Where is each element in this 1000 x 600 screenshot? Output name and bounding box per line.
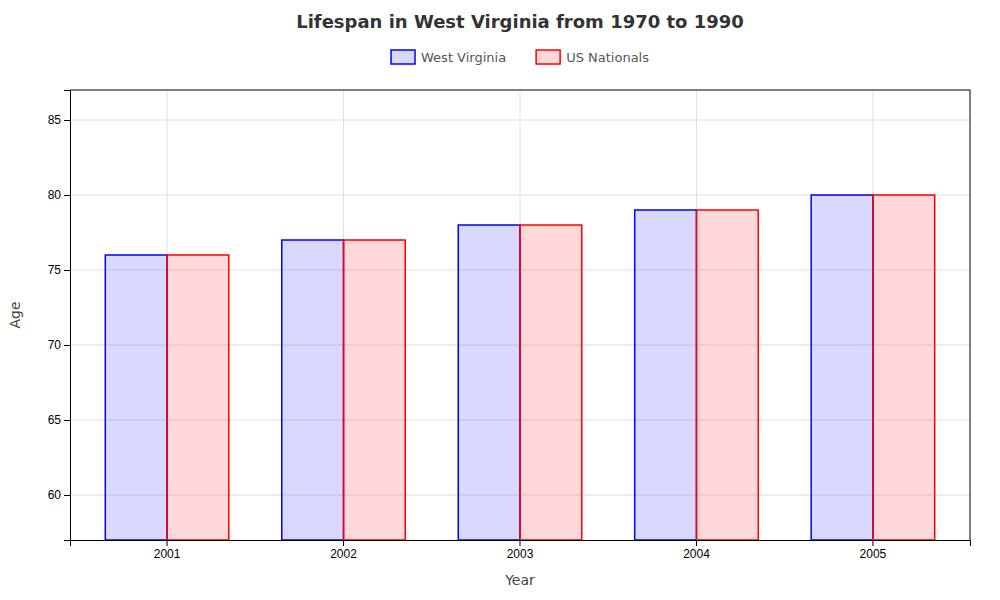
chart-svg: 60 65 70 75 80 85 2001 2002 2003 2004 2005 Lifespan… bbox=[0, 0, 1000, 600]
bar bbox=[282, 240, 344, 540]
x-axis: 2001 2002 2003 2004 2005 bbox=[71, 540, 971, 561]
bar bbox=[811, 195, 873, 540]
bars bbox=[105, 195, 934, 540]
x-tick: 2002 bbox=[330, 540, 357, 561]
y-tick: 80 bbox=[48, 188, 70, 202]
legend-swatch bbox=[536, 50, 560, 64]
y-tick: 65 bbox=[48, 413, 70, 427]
y-tick-label: 80 bbox=[48, 188, 62, 202]
x-tick-label: 2003 bbox=[507, 547, 534, 561]
x-tick-mark bbox=[872, 540, 873, 546]
frame-line bbox=[70, 90, 970, 91]
y-tick: 75 bbox=[48, 263, 70, 277]
bar bbox=[458, 225, 520, 540]
bar-series bbox=[105, 195, 873, 540]
x-tick: 2003 bbox=[507, 540, 534, 561]
frame-line bbox=[970, 90, 971, 540]
legend-item: US Nationals bbox=[536, 50, 649, 65]
title: Lifespan in West Virginia from 1970 to 1… bbox=[296, 11, 744, 32]
y-axis: 60 65 70 75 80 85 bbox=[48, 91, 71, 541]
y-tick-label: 65 bbox=[48, 413, 62, 427]
x-tick-label: 2001 bbox=[154, 547, 181, 561]
x-tick-mark bbox=[520, 540, 521, 546]
bar bbox=[635, 210, 697, 540]
y-tick-mark bbox=[64, 195, 70, 196]
bar bbox=[167, 255, 229, 540]
legend-item: West Virginia bbox=[391, 50, 506, 65]
y-tick-label: 85 bbox=[48, 113, 62, 127]
x-tick-mark bbox=[167, 540, 168, 546]
y-tick: 60 bbox=[48, 488, 70, 502]
bar-series bbox=[167, 195, 935, 540]
y-tick: 70 bbox=[48, 338, 70, 352]
y-tick-mark bbox=[64, 420, 70, 421]
y-tick-mark bbox=[64, 345, 70, 346]
legend-swatch bbox=[391, 50, 415, 64]
bar bbox=[696, 210, 758, 540]
x-tick: 2004 bbox=[683, 540, 710, 561]
bar bbox=[520, 225, 582, 540]
y-tick-mark bbox=[64, 270, 70, 271]
y-tick: 85 bbox=[48, 113, 70, 127]
x-tick-label: 2005 bbox=[860, 547, 887, 561]
grid bbox=[70, 90, 970, 540]
plot-area: 60 65 70 75 80 85 2001 2002 2003 2004 2005 bbox=[48, 90, 971, 561]
legend-label: US Nationals bbox=[566, 50, 649, 65]
x-tick-mark bbox=[696, 540, 697, 546]
y-axis-line bbox=[64, 91, 71, 541]
x-tick-label: 2004 bbox=[683, 547, 710, 561]
legend-label: West Virginia bbox=[421, 50, 506, 65]
bar bbox=[873, 195, 935, 540]
y-axis-title: Age bbox=[7, 301, 23, 328]
x-tick-mark bbox=[343, 540, 344, 546]
x-axis-line bbox=[71, 541, 971, 547]
y-tick-label: 70 bbox=[48, 338, 62, 352]
x-tick: 2005 bbox=[860, 540, 887, 561]
bar bbox=[105, 255, 167, 540]
x-tick-label: 2002 bbox=[330, 547, 357, 561]
bar bbox=[344, 240, 406, 540]
y-tick-mark bbox=[64, 495, 70, 496]
chart-container: 60 65 70 75 80 85 2001 2002 2003 2004 2005 Lifespan… bbox=[0, 0, 1000, 600]
y-tick-label: 60 bbox=[48, 488, 62, 502]
y-tick-label: 75 bbox=[48, 263, 62, 277]
y-tick-mark bbox=[64, 120, 70, 121]
legend: West Virginia US Nationals bbox=[391, 50, 649, 65]
x-axis-title: Year bbox=[504, 572, 535, 588]
x-tick: 2001 bbox=[154, 540, 181, 561]
